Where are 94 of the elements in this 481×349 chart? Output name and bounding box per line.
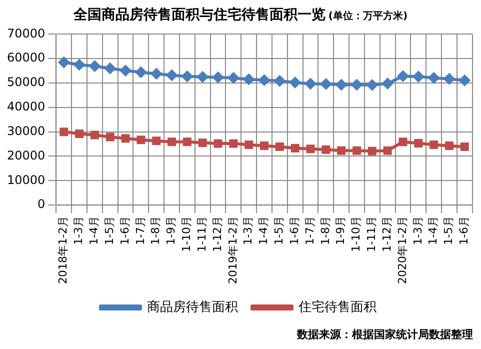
chart-subtitle: (单位：万平方米): [328, 11, 408, 22]
point: [430, 140, 438, 149]
point: [106, 132, 114, 142]
y-tick-label: 30000: [6, 124, 46, 138]
point: [306, 144, 315, 154]
x-tick-label: 1-10月: [180, 216, 194, 252]
point: [337, 146, 346, 155]
point: [274, 74, 286, 87]
x-tick-label: 2019年1-2月: [226, 216, 240, 284]
point: [75, 130, 84, 138]
point: [166, 69, 178, 82]
point: [181, 70, 194, 82]
point: [196, 70, 209, 83]
point: [368, 146, 376, 156]
point: [121, 134, 130, 143]
x-tick-label: 2018年1-2月: [56, 216, 70, 284]
point: [73, 58, 86, 71]
point: [136, 136, 146, 144]
point: [320, 78, 332, 90]
x-tick-label: 1-6月: [118, 216, 132, 246]
point: [242, 73, 255, 86]
x-tick-label: 1-9月: [334, 216, 348, 246]
point: [396, 70, 409, 82]
legend-label: 商品房待售面积: [147, 298, 238, 315]
point: [382, 78, 394, 90]
x-tick-label: 1-4月: [257, 216, 270, 246]
point: [134, 66, 147, 78]
y-tick-label: 60000: [6, 50, 46, 65]
x-tick-label: 1-5月: [102, 216, 116, 246]
point: [88, 60, 101, 72]
point: [444, 141, 454, 150]
x-tick-label: 1-10月: [350, 216, 363, 252]
point: [458, 74, 471, 86]
point: [412, 70, 424, 83]
x-tick-label: 1-6月: [458, 216, 471, 246]
x-tick-label: 1-8月: [149, 216, 162, 246]
y-tick-label: 10000: [6, 172, 46, 187]
point: [60, 128, 68, 136]
x-tick-label: 1-5月: [442, 216, 456, 246]
point: [322, 145, 330, 154]
point: [398, 138, 408, 146]
point: [289, 76, 302, 89]
x-tick-label: 1-12月: [380, 216, 394, 252]
x-tick-label: 1-4月: [426, 216, 440, 246]
legend-label: 住宅待售面积: [298, 298, 376, 315]
point: [214, 139, 222, 148]
point: [90, 130, 99, 140]
source-note: 数据来源：根据国家统计局数据整理: [297, 327, 473, 342]
x-tick-label: 1-7月: [303, 216, 316, 246]
point: [352, 146, 361, 155]
x-tick-label: 1-6月: [288, 216, 301, 246]
y-tick-label: 20000: [6, 148, 46, 162]
chart-title: 全国商品房待售面积与住宅待售面积一览: [73, 7, 326, 23]
y-tick-label: 40000: [6, 100, 46, 114]
point: [290, 144, 300, 152]
point: [428, 72, 440, 84]
point: [443, 72, 456, 85]
y-tick-label: 0: [38, 197, 46, 212]
point: [366, 78, 378, 91]
x-tick-label: 1-4月: [88, 216, 101, 246]
point: [58, 56, 70, 68]
point: [244, 140, 254, 149]
x-tick-label: 1-3月: [72, 216, 86, 246]
y-tick-label: 70000: [6, 26, 46, 40]
point: [258, 74, 270, 86]
point: [383, 146, 392, 155]
x-tick-label: 1-11月: [195, 216, 208, 252]
x-tick-label: 1-11月: [365, 216, 378, 252]
point: [335, 78, 348, 91]
y-tick-label: 50000: [6, 75, 46, 90]
x-tick-label: 1-9月: [164, 216, 178, 246]
x-tick-label: 1-3月: [242, 216, 255, 246]
point: [104, 62, 116, 74]
point: [152, 136, 161, 146]
point: [460, 142, 469, 151]
point: [304, 78, 317, 90]
point: [350, 78, 363, 91]
point: [260, 141, 269, 150]
point: [120, 64, 132, 77]
x-tick-label: 2020年1-2月: [396, 216, 409, 284]
x-tick-label: 1-5月: [272, 216, 286, 246]
x-tick-label: 1-7月: [134, 216, 147, 246]
point: [182, 138, 192, 146]
point: [198, 138, 207, 148]
x-tick-label: 1-3月: [411, 216, 424, 246]
point: [275, 142, 284, 151]
point: [229, 139, 238, 148]
x-tick-label: 1-8月: [318, 216, 332, 246]
x-tick-label: 1-12月: [210, 216, 224, 252]
point: [168, 138, 176, 146]
point: [150, 68, 162, 80]
point: [414, 139, 423, 148]
point: [227, 72, 240, 84]
point: [212, 71, 224, 84]
